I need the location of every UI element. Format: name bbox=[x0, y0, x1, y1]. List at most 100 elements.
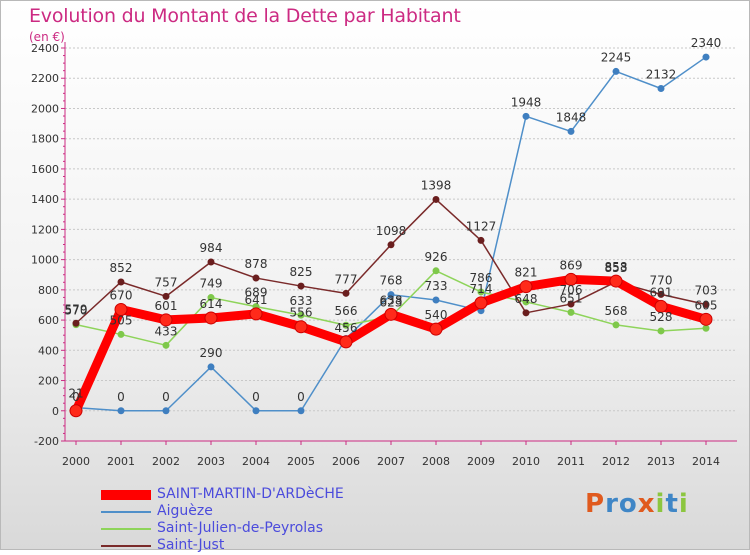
data-label-aigu-ze: 768 bbox=[380, 274, 403, 288]
data-label-saint-martin-d-ard-che: 670 bbox=[110, 288, 133, 302]
legend-swatch bbox=[101, 528, 151, 530]
data-label-saint-just: 579 bbox=[65, 302, 88, 316]
data-point-aigu-ze bbox=[702, 53, 710, 61]
data-point-saint-martin-d-ard-che bbox=[699, 312, 713, 326]
logo-letter: P bbox=[585, 489, 606, 519]
x-tick-label: 2011 bbox=[557, 455, 585, 468]
y-tick-label: 1000 bbox=[31, 254, 59, 267]
data-label-saint-martin-d-ard-che: 691 bbox=[650, 285, 673, 299]
data-point-saint-martin-d-ard-che bbox=[249, 307, 263, 321]
data-label-aigu-ze: 2132 bbox=[646, 68, 677, 82]
data-point-saint-julien-de-peyrolas bbox=[342, 321, 350, 329]
data-label-aigu-ze: 290 bbox=[200, 346, 223, 360]
data-point-aigu-ze bbox=[432, 296, 440, 304]
logo-letter: i bbox=[678, 489, 689, 519]
data-label-saint-just: 648 bbox=[515, 292, 538, 306]
y-tick-label: 1400 bbox=[31, 193, 59, 206]
y-tick-label: 600 bbox=[38, 314, 59, 327]
chart-title: Evolution du Montant de la Dette par Hab… bbox=[29, 5, 461, 27]
data-point-aigu-ze bbox=[297, 407, 305, 415]
data-point-saint-just bbox=[522, 309, 530, 317]
data-label-saint-martin-d-ard-che: 641 bbox=[245, 293, 268, 307]
x-tick-label: 2005 bbox=[287, 455, 315, 468]
legend-label: Aiguèze bbox=[157, 503, 213, 519]
data-label-aigu-ze: 0 bbox=[117, 390, 125, 404]
data-point-saint-just bbox=[162, 292, 170, 300]
y-tick-label: 400 bbox=[38, 344, 59, 357]
data-point-saint-martin-d-ard-che bbox=[429, 322, 443, 336]
data-point-saint-julien-de-peyrolas bbox=[567, 308, 575, 316]
data-point-aigu-ze bbox=[387, 291, 395, 299]
data-label-saint-just: 825 bbox=[290, 265, 313, 279]
data-label-saint-just: 984 bbox=[200, 241, 223, 255]
legend-swatch bbox=[101, 490, 151, 500]
logo-letter: t bbox=[665, 489, 679, 519]
data-label-aigu-ze: 733 bbox=[425, 279, 448, 293]
data-label-saint-martin-d-ard-che: 540 bbox=[425, 308, 448, 322]
data-label-saint-just: 757 bbox=[155, 275, 178, 289]
data-point-saint-julien-de-peyrolas bbox=[117, 330, 125, 338]
data-point-saint-martin-d-ard-che bbox=[114, 302, 128, 316]
data-point-saint-martin-d-ard-che bbox=[609, 274, 623, 288]
data-label-saint-martin-d-ard-che: 638 bbox=[380, 293, 403, 307]
x-tick-label: 2000 bbox=[62, 455, 90, 468]
y-tick-label: -200 bbox=[34, 435, 59, 448]
data-point-saint-martin-d-ard-che bbox=[69, 404, 83, 418]
x-tick-label: 2014 bbox=[692, 455, 720, 468]
data-label-saint-julien-de-peyrolas: 749 bbox=[200, 277, 223, 291]
y-tick-label: 800 bbox=[38, 284, 59, 297]
legend-label: SAINT-MARTIN-D'ARDèCHE bbox=[157, 486, 344, 502]
data-point-saint-julien-de-peyrolas bbox=[162, 341, 170, 349]
legend-label: Saint-Julien-de-Peyrolas bbox=[157, 520, 324, 536]
x-tick-label: 2002 bbox=[152, 455, 180, 468]
logo-letter: r bbox=[605, 489, 619, 519]
data-label-saint-julien-de-peyrolas: 566 bbox=[335, 304, 358, 318]
data-point-saint-martin-d-ard-che bbox=[384, 307, 398, 321]
unit-label: (en €) bbox=[29, 30, 65, 44]
data-point-saint-julien-de-peyrolas bbox=[702, 324, 710, 332]
data-label-aigu-ze: 1948 bbox=[511, 95, 542, 109]
data-label-saint-just: 1398 bbox=[421, 178, 452, 192]
data-label-saint-martin-d-ard-che: 0 bbox=[72, 390, 80, 404]
data-point-aigu-ze bbox=[612, 67, 620, 75]
data-label-aigu-ze: 0 bbox=[297, 390, 305, 404]
data-point-saint-julien-de-peyrolas bbox=[522, 298, 530, 306]
data-point-saint-just bbox=[702, 301, 710, 309]
y-tick-label: 1600 bbox=[31, 163, 59, 176]
data-label-saint-martin-d-ard-che: 456 bbox=[335, 321, 358, 335]
data-point-saint-martin-d-ard-che bbox=[654, 299, 668, 313]
data-label-saint-just: 703 bbox=[695, 284, 718, 298]
data-label-saint-julien-de-peyrolas: 786 bbox=[470, 271, 493, 285]
legend-swatch bbox=[101, 545, 151, 547]
data-label-saint-just: 853 bbox=[605, 261, 628, 275]
data-label-saint-julien-de-peyrolas: 570 bbox=[65, 304, 88, 318]
data-point-saint-martin-d-ard-che bbox=[474, 296, 488, 310]
data-point-saint-martin-d-ard-che bbox=[519, 280, 533, 294]
data-label-saint-martin-d-ard-che: 605 bbox=[695, 298, 718, 312]
data-point-saint-just bbox=[387, 241, 395, 249]
y-tick-label: 0 bbox=[52, 405, 59, 418]
data-label-saint-martin-d-ard-che: 556 bbox=[290, 306, 313, 320]
x-tick-label: 2007 bbox=[377, 455, 405, 468]
data-point-saint-just bbox=[72, 319, 80, 327]
data-label-saint-martin-d-ard-che: 869 bbox=[560, 258, 583, 272]
data-point-saint-just bbox=[567, 300, 575, 308]
logo-letter: x bbox=[637, 489, 656, 519]
data-label-aigu-ze: 21 bbox=[68, 387, 83, 401]
data-point-saint-martin-d-ard-che bbox=[339, 335, 353, 349]
x-tick-label: 2001 bbox=[107, 455, 135, 468]
data-point-saint-julien-de-peyrolas bbox=[207, 294, 215, 302]
data-label-saint-julien-de-peyrolas: 568 bbox=[605, 304, 628, 318]
data-point-aigu-ze bbox=[657, 85, 665, 93]
legend-swatch bbox=[101, 511, 151, 513]
data-point-saint-just bbox=[207, 258, 215, 266]
data-label-saint-julien-de-peyrolas: 651 bbox=[560, 291, 583, 305]
data-point-saint-julien-de-peyrolas bbox=[297, 311, 305, 319]
y-tick-label: 2200 bbox=[31, 72, 59, 85]
data-label-saint-julien-de-peyrolas: 623 bbox=[380, 296, 403, 310]
x-tick-label: 2013 bbox=[647, 455, 675, 468]
data-point-saint-just bbox=[432, 195, 440, 203]
data-label-saint-julien-de-peyrolas: 633 bbox=[290, 294, 313, 308]
data-point-saint-julien-de-peyrolas bbox=[477, 288, 485, 296]
